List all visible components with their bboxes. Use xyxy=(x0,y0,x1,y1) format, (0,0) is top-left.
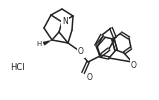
Text: O: O xyxy=(87,74,93,82)
Text: N: N xyxy=(62,16,68,26)
Text: O: O xyxy=(131,60,137,70)
Text: O: O xyxy=(78,48,84,56)
Text: H: H xyxy=(36,41,42,47)
Text: HCl: HCl xyxy=(10,64,25,72)
Polygon shape xyxy=(42,40,52,46)
